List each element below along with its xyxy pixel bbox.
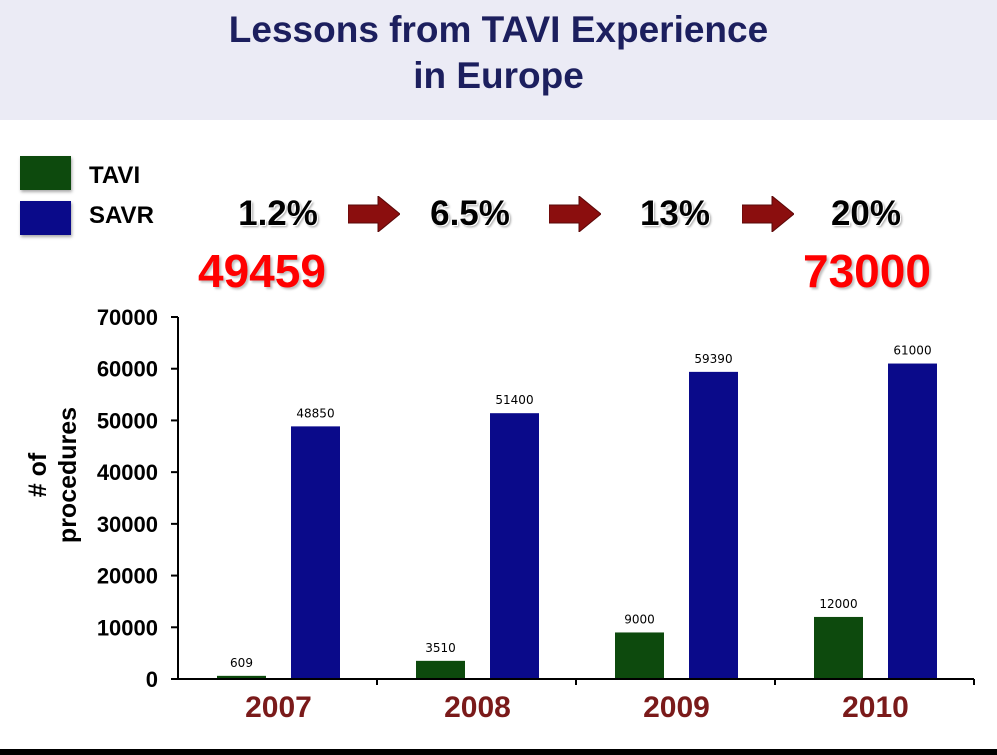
- bar-savr-2010: [888, 363, 937, 679]
- data-label-savr-2007: 48850: [296, 406, 334, 420]
- x-tick-label-2009: 2009: [643, 691, 710, 724]
- bottom-rule: [0, 749, 997, 755]
- y-axis-ticks: 0 10000 20000 30000 40000 50000 60000 70000: [97, 305, 975, 692]
- percentage-2007: 1.2%: [238, 194, 318, 233]
- data-label-tavi-2007: 609: [230, 656, 253, 670]
- y-axis-label-line-1: # of: [24, 452, 52, 497]
- bar-data-labels: 609 48850 3510 51400 9000 59390 12000 61000: [230, 344, 932, 670]
- x-tick-label-2010: 2010: [842, 691, 909, 724]
- data-label-savr-2010: 61000: [893, 344, 931, 358]
- percentage-2009: 13%: [639, 194, 711, 233]
- y-axis-label-line-2: procedures: [54, 407, 82, 543]
- y-tick-label: 40000: [97, 460, 158, 485]
- slide-title-line-2: in Europe: [413, 55, 584, 96]
- bar-savr-2008: [490, 413, 539, 679]
- percentage-2008: 6.5%: [430, 194, 510, 233]
- bar-savr-2009: [689, 371, 738, 679]
- bar-tavi-2007: [217, 675, 266, 679]
- bar-tavi-2008: [416, 660, 465, 679]
- data-label-tavi-2008: 3510: [425, 641, 456, 655]
- title-band: [0, 0, 997, 120]
- bars: [217, 363, 937, 679]
- y-tick-label: 10000: [97, 615, 158, 640]
- y-tick-label: 30000: [97, 512, 158, 537]
- data-label-tavi-2009: 9000: [624, 612, 655, 626]
- legend-label-tavi: TAVI: [89, 162, 141, 189]
- bar-tavi-2009: [615, 632, 664, 679]
- total-procedures-2007: 49459: [198, 245, 326, 297]
- total-procedures-2010: 73000: [803, 245, 931, 297]
- bar-tavi-2010: [814, 616, 863, 679]
- legend-swatch-savr: [20, 201, 71, 235]
- y-tick-label: 0: [146, 667, 158, 692]
- data-label-savr-2008: 51400: [495, 393, 533, 407]
- x-axis-labels: 2007 2008 2009 2010: [245, 691, 909, 724]
- legend-label-savr: SAVR: [89, 202, 154, 229]
- legend-swatch-tavi: [20, 156, 71, 190]
- y-tick-label: 50000: [97, 408, 158, 433]
- y-axis-label: # ofprocedures: [24, 407, 82, 543]
- arrow-right-icon: [348, 196, 400, 232]
- procedures-bar-chart: 0 10000 20000 30000 40000 50000 60000 70000 609…: [97, 305, 975, 724]
- slide-title-line-1: Lessons from TAVI Experience: [228, 9, 769, 50]
- bar-savr-2007: [291, 426, 340, 679]
- arrow-right-icon: [549, 196, 601, 232]
- x-tick-label-2008: 2008: [444, 691, 511, 724]
- y-tick-label: 60000: [97, 357, 158, 382]
- x-tick-label-2007: 2007: [245, 691, 312, 724]
- arrow-right-icon: [742, 196, 794, 232]
- y-tick-label: 20000: [97, 564, 158, 589]
- y-tick-label: 70000: [97, 305, 158, 330]
- data-label-tavi-2010: 12000: [819, 597, 857, 611]
- data-label-savr-2009: 59390: [694, 352, 732, 366]
- y-axis-title: # ofprocedures: [24, 407, 82, 543]
- percentage-2010: 20%: [830, 194, 902, 233]
